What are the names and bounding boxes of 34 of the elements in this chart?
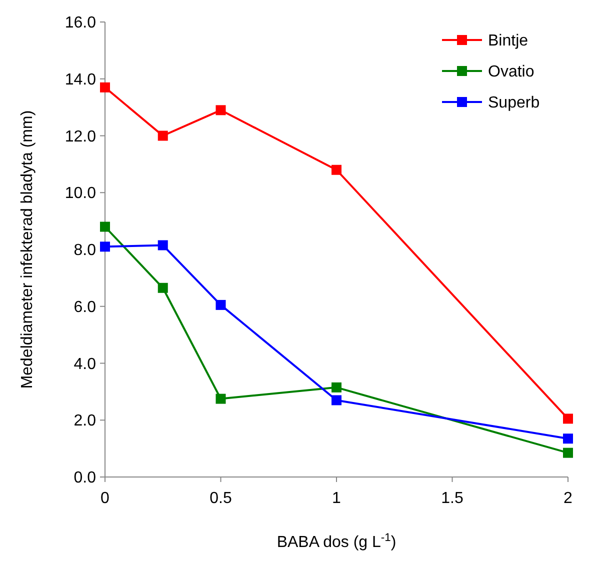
point [332, 395, 342, 406]
x-tick-label: 2 [564, 490, 573, 507]
point [332, 164, 342, 175]
y-tick-label: 8.0 [74, 242, 96, 260]
point [100, 242, 110, 252]
point [216, 300, 226, 310]
x-tick-label: 0.5 [210, 490, 232, 507]
point [158, 282, 168, 293]
point [563, 448, 573, 458]
y-tick-label: 10.0 [64, 185, 96, 202]
point [216, 394, 226, 404]
point [216, 105, 226, 116]
point [100, 82, 110, 92]
legend-label: Superb [488, 94, 540, 112]
point [158, 240, 168, 250]
y-tick-label: 14.0 [64, 71, 96, 88]
y-tick-label: 4.0 [74, 356, 96, 373]
point [563, 414, 573, 424]
y-tick-label: 2.0 [74, 412, 96, 430]
point [100, 222, 110, 232]
y-tick-label: 16.0 [64, 14, 96, 32]
point [332, 382, 342, 392]
legend-label: Ovatio [488, 64, 534, 81]
point [158, 130, 168, 141]
y-tick-label: 12.0 [64, 128, 96, 146]
x-axis-title: BABA dos (g L$^{-1}$) [276, 532, 396, 551]
point [563, 434, 573, 444]
x-tick-label: 1 [332, 490, 342, 507]
y-axis-title: Medeldiameter infekterad bladyta (mm) [19, 110, 36, 389]
y-tick-label: 0.0 [74, 470, 96, 487]
y-tick-label: 6.0 [74, 298, 96, 316]
x-tick-label: 1.5 [441, 490, 464, 507]
x-tick-label: 0 [100, 490, 110, 507]
legend-label: Bintje [488, 32, 528, 50]
